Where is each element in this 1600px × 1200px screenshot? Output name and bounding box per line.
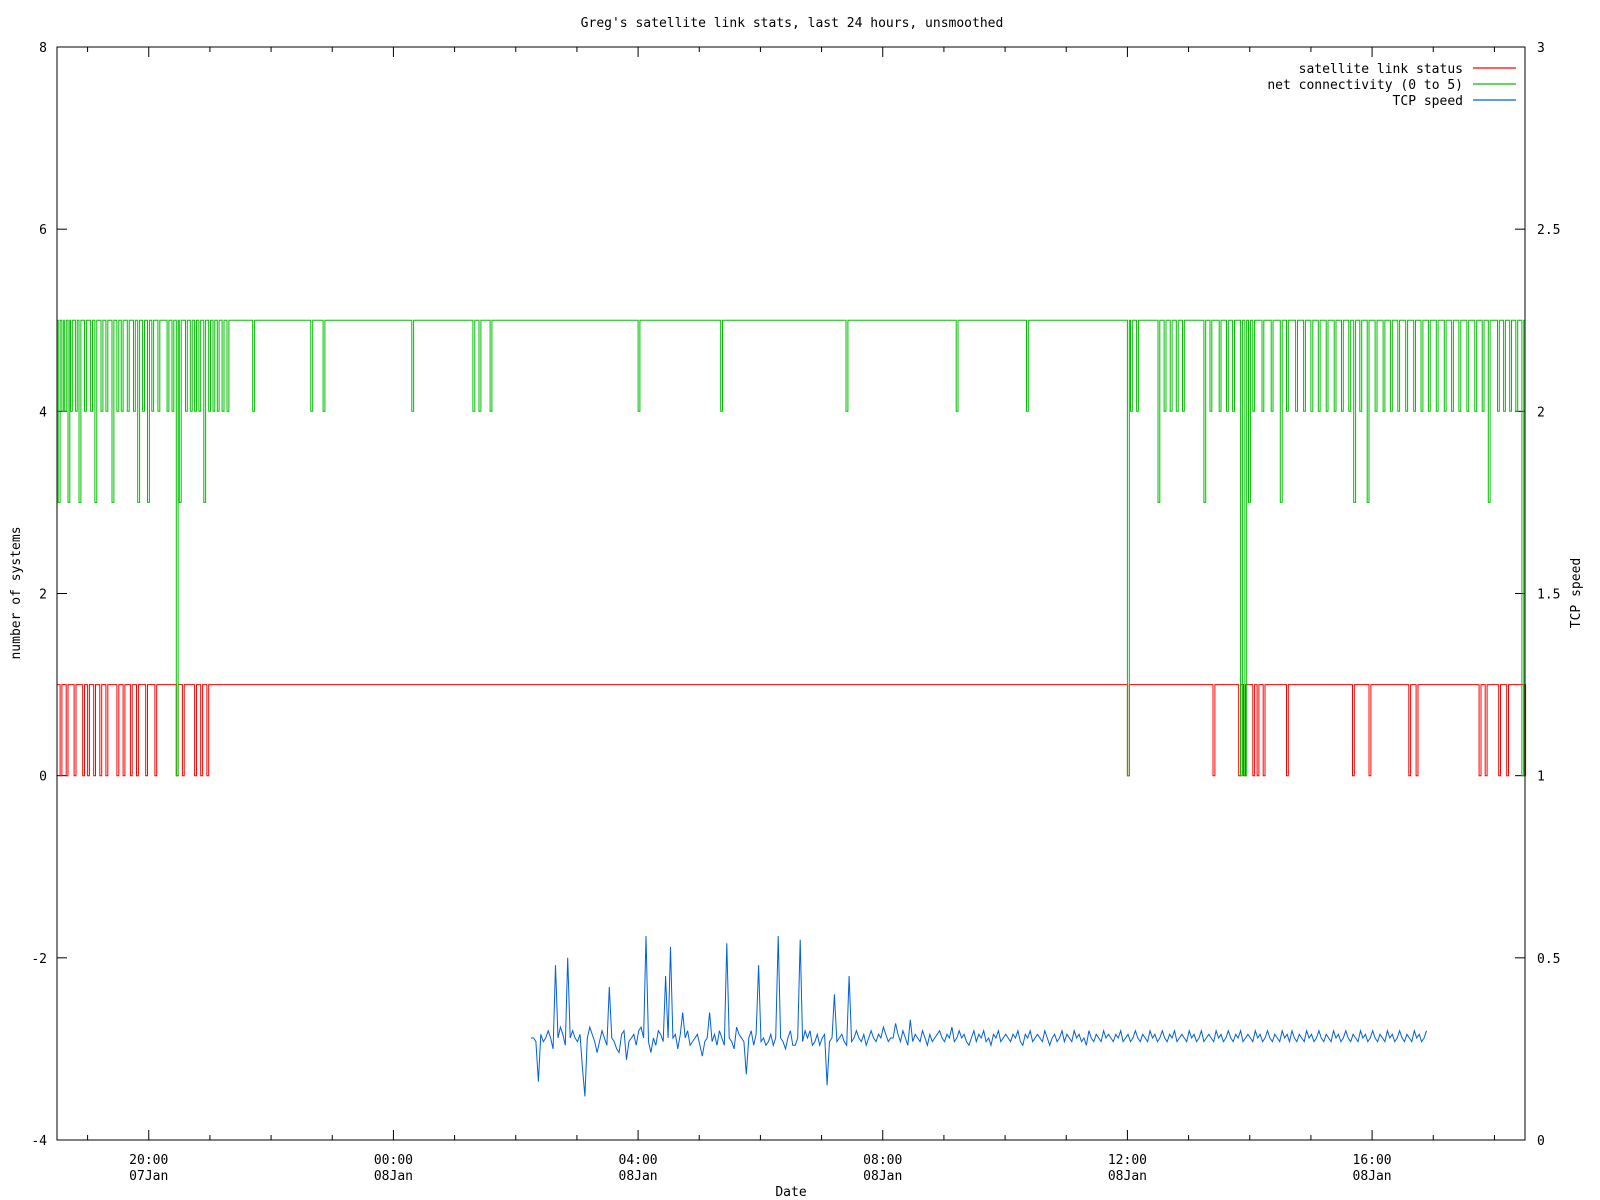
x-tick-time-label: 00:00 [374, 1153, 413, 1168]
y-axis-label: number of systems [9, 526, 24, 659]
y-tick-label: -2 [31, 952, 47, 967]
plot-frame [56, 46, 1526, 1141]
y2-tick-label: 3 [1537, 41, 1545, 56]
y-tick-label: 8 [39, 41, 47, 56]
y-tick-label: 0 [39, 770, 47, 785]
x-tick-time-label: 20:00 [129, 1153, 168, 1168]
x-tick-time-label: 08:00 [863, 1153, 902, 1168]
series-line-2 [531, 935, 1427, 1097]
x-tick-time-label: 04:00 [619, 1153, 658, 1168]
tick-labels: -4-20246800.511.522.5320:0007Jan00:0008J… [31, 41, 1560, 1184]
chart-title: Greg's satellite link stats, last 24 hou… [581, 16, 1004, 31]
series-layer [56, 319, 1527, 1097]
axis-ticks [57, 46, 1525, 1141]
y2-tick-label: 1.5 [1537, 588, 1560, 603]
y2-tick-label: 2 [1537, 405, 1545, 420]
x-tick-date-label: 08Jan [863, 1169, 902, 1184]
y2-axis-label: TCP speed [1569, 558, 1584, 628]
x-tick-date-label: 08Jan [1108, 1169, 1147, 1184]
y2-tick-label: 0.5 [1537, 952, 1560, 967]
y2-tick-label: 1 [1537, 770, 1545, 785]
y-tick-label: 2 [39, 588, 47, 603]
x-tick-date-label: 08Jan [619, 1169, 658, 1184]
legend-label: satellite link status [1299, 62, 1463, 77]
legend-label: net connectivity (0 to 5) [1267, 78, 1463, 93]
x-tick-time-label: 16:00 [1353, 1153, 1392, 1168]
y-tick-label: 4 [39, 405, 47, 420]
series-line-0 [56, 684, 1527, 777]
y-tick-label: -4 [31, 1134, 47, 1149]
x-axis-label: Date [775, 1185, 806, 1200]
x-tick-date-label: 08Jan [374, 1169, 413, 1184]
x-tick-date-label: 07Jan [129, 1169, 168, 1184]
series-line-1 [56, 319, 1526, 777]
x-tick-time-label: 12:00 [1108, 1153, 1147, 1168]
y-tick-label: 6 [39, 223, 47, 238]
y2-tick-label: 2.5 [1537, 223, 1560, 238]
y2-tick-label: 0 [1537, 1134, 1545, 1149]
legend-label: TCP speed [1393, 94, 1463, 109]
x-tick-date-label: 08Jan [1353, 1169, 1392, 1184]
